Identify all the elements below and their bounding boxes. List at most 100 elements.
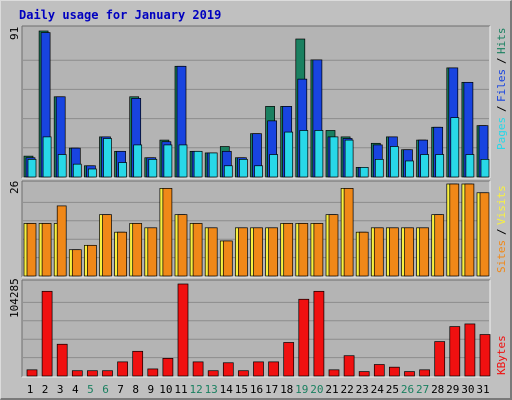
- sites-bar: [298, 223, 309, 277]
- kbytes-bar: [41, 290, 53, 377]
- day-label: 9: [147, 383, 154, 396]
- pages-bar: [57, 154, 67, 178]
- pages-bar: [314, 130, 324, 178]
- pages-bar: [178, 144, 188, 178]
- sites-bar: [147, 227, 158, 277]
- sites-bar: [449, 183, 460, 277]
- kbytes-bar: [419, 369, 430, 377]
- day-label: 27: [416, 383, 429, 396]
- day-label: 25: [386, 383, 399, 396]
- pages-bar: [284, 131, 294, 178]
- legend-sites: Sites: [495, 240, 508, 273]
- legend-sep: /: [495, 105, 508, 112]
- kbytes-bar: [253, 361, 264, 377]
- sites-bar: [328, 214, 339, 277]
- kbytes-bar: [162, 358, 174, 377]
- kbytes-bar: [192, 361, 204, 377]
- pages-bar: [148, 159, 158, 178]
- kbytes-bar: [479, 334, 491, 377]
- sites-bar: [117, 231, 127, 277]
- legend-sep: /: [495, 57, 508, 64]
- day-label: 11: [174, 383, 187, 396]
- kbytes-bar: [268, 361, 279, 377]
- pages-bar: [480, 159, 490, 178]
- day-label: 4: [72, 383, 79, 396]
- day-label: 26: [401, 383, 414, 396]
- day-label: 29: [446, 383, 459, 396]
- sites-bar: [464, 183, 475, 277]
- pages-bar: [450, 117, 460, 178]
- sites-bar: [238, 227, 248, 277]
- sites-bar: [313, 223, 324, 277]
- day-label: 1: [27, 383, 34, 396]
- day-label: 30: [461, 383, 474, 396]
- pages-bar: [329, 136, 339, 178]
- kbytes-bar: [207, 370, 219, 377]
- pages-bar: [435, 154, 445, 178]
- day-label: 2: [42, 383, 49, 396]
- kbytes-bar: [102, 370, 113, 377]
- pages-bar: [193, 150, 203, 178]
- sites-bar: [268, 227, 278, 277]
- sites-bar: [222, 240, 233, 277]
- kbytes-bar: [328, 369, 340, 377]
- day-label: 12: [189, 383, 202, 396]
- day-label: 22: [340, 383, 353, 396]
- day-label: 6: [102, 383, 109, 396]
- pages-bar: [254, 165, 263, 178]
- legend-sep: /: [495, 228, 508, 235]
- kbytes-bar: [343, 355, 355, 377]
- pages-bar: [27, 159, 37, 178]
- sites-bar: [56, 205, 67, 277]
- pages-bar: [133, 144, 143, 178]
- sites-bar: [87, 244, 97, 277]
- day-label: 17: [265, 383, 278, 396]
- kbytes-bar: [283, 342, 295, 377]
- pages-bar: [88, 168, 97, 178]
- kbytes-bar: [56, 343, 68, 377]
- sites-bar: [192, 223, 203, 277]
- sites-bar: [41, 223, 52, 277]
- legend-hits: Hits: [495, 28, 508, 55]
- sites-bar: [434, 214, 445, 277]
- day-label: 15: [235, 383, 248, 396]
- kbytes-bar: [358, 371, 370, 377]
- sites-bar: [71, 249, 82, 277]
- sites-bar: [102, 214, 112, 277]
- sites-bar: [479, 192, 490, 277]
- day-label: 13: [205, 383, 218, 396]
- kbytes-bar: [222, 362, 234, 377]
- pages-bar: [405, 160, 414, 178]
- day-label: 5: [87, 383, 94, 396]
- day-label: 23: [356, 383, 369, 396]
- sites-bar: [389, 227, 399, 277]
- kbytes-bar: [26, 369, 38, 377]
- sites-bar: [162, 188, 173, 277]
- sites-bar: [404, 227, 414, 277]
- pages-bar: [208, 152, 218, 178]
- kbytes-bar: [373, 364, 385, 377]
- day-label: 21: [325, 383, 338, 396]
- kbytes-bar: [132, 350, 144, 377]
- pages-bar: [299, 130, 309, 178]
- sites-bar: [343, 188, 354, 277]
- pages-bar: [223, 165, 233, 178]
- visits-max-label: 26: [8, 181, 21, 194]
- sites-bar: [283, 223, 294, 277]
- day-label: 16: [250, 383, 263, 396]
- sites-bar: [26, 223, 37, 277]
- sites-bar: [177, 214, 188, 277]
- pages-bar: [118, 162, 127, 178]
- legend-files: Files: [495, 69, 508, 102]
- chart-title: Daily usage for January 2019: [19, 8, 222, 22]
- kbytes-panel: [22, 280, 490, 377]
- legend-visits: Visits: [495, 185, 508, 225]
- sites-bar: [373, 227, 384, 277]
- sites-bar: [358, 231, 369, 277]
- day-label: 20: [310, 383, 323, 396]
- kbytes-max-label: 104285: [8, 278, 21, 318]
- pages-bar: [420, 154, 429, 178]
- kbytes-bar: [449, 326, 461, 377]
- pages-bar: [465, 154, 475, 178]
